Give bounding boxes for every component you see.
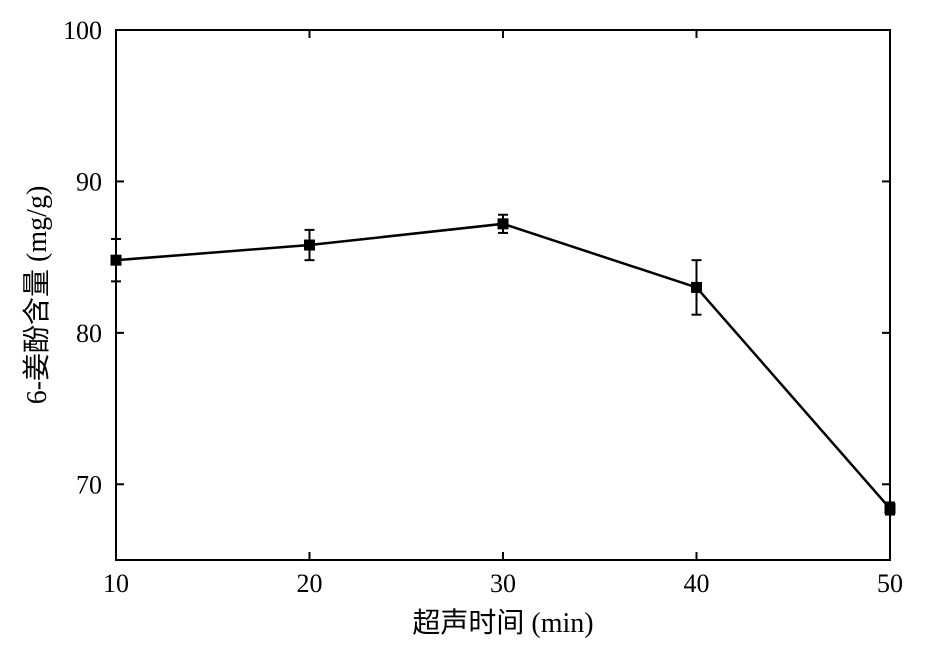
y-tick-label: 100	[63, 16, 102, 45]
x-tick-label: 40	[684, 569, 710, 598]
data-marker	[498, 219, 508, 229]
x-tick-label: 10	[103, 569, 129, 598]
plot-border	[116, 30, 890, 560]
y-tick-label: 70	[76, 470, 102, 499]
data-line	[116, 224, 890, 509]
y-tick-label: 80	[76, 319, 102, 348]
data-marker	[885, 504, 895, 514]
x-axis-label: 超声时间 (min)	[412, 607, 593, 639]
x-tick-label: 30	[490, 569, 516, 598]
y-axis-label: 6-姜酚含量 (mg/g)	[21, 186, 53, 405]
x-tick-label: 20	[297, 569, 323, 598]
chart-container: 10 20 30 40 50 70 80 90 100 超声时间 (min) 6-姜酚含量 (mg/…	[0, 0, 950, 670]
data-marker	[305, 240, 315, 250]
data-marker	[111, 255, 121, 265]
x-tick-label: 50	[877, 569, 903, 598]
y-tick-label: 90	[76, 167, 102, 196]
chart-svg: 10 20 30 40 50 70 80 90 100 超声时间 (min) 6-姜酚含量 (mg/…	[0, 0, 950, 670]
data-marker	[692, 282, 702, 292]
